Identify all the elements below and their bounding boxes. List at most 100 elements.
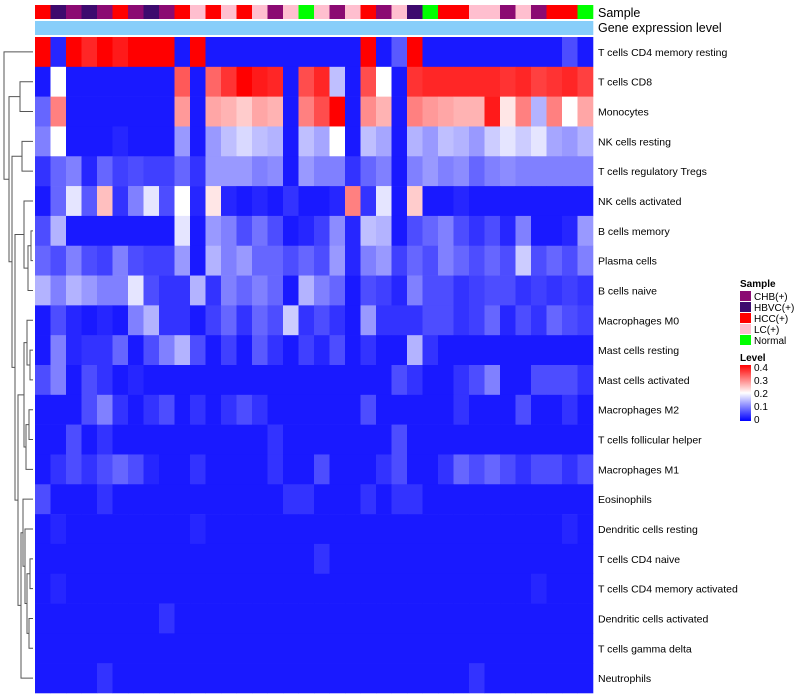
level-annotation-cell	[267, 21, 284, 35]
heatmap-cell	[128, 573, 144, 604]
heatmap-cell	[407, 96, 423, 127]
sample-annotation-cell	[407, 5, 423, 19]
heatmap-cell	[205, 543, 222, 575]
sample-annotation-cell	[267, 5, 284, 19]
level-annotation-cell	[407, 21, 423, 35]
heatmap-cell	[407, 275, 423, 306]
heatmap-cell	[360, 305, 377, 336]
heatmap-cell	[407, 335, 423, 366]
heatmap-cell	[531, 156, 547, 187]
heatmap-cell	[190, 66, 206, 97]
heatmap-cell	[159, 633, 175, 664]
heatmap-cell	[314, 424, 330, 455]
heatmap-cell	[453, 156, 470, 187]
heatmap-cell	[360, 37, 377, 68]
heatmap-cell	[407, 305, 423, 336]
sample-annotation-cell	[50, 5, 67, 19]
level-legend-tick: 0.1	[754, 402, 768, 413]
heatmap-cell	[391, 156, 408, 187]
heatmap-cell	[35, 484, 51, 515]
heatmap-cell	[267, 96, 284, 127]
heatmap-cell	[515, 573, 532, 604]
heatmap-cell	[283, 335, 299, 366]
heatmap-cell	[546, 37, 563, 68]
heatmap-cell	[283, 215, 299, 247]
heatmap-cell	[484, 663, 501, 694]
heatmap-cell	[515, 96, 532, 127]
heatmap-cell	[66, 66, 82, 97]
level-annotation-cell	[391, 21, 408, 35]
sample-annotation-cell	[314, 5, 330, 19]
level-annotation-cell	[329, 21, 346, 35]
heatmap-cell	[360, 454, 377, 485]
heatmap-cell	[236, 96, 253, 127]
heatmap-cell	[159, 484, 175, 515]
heatmap-cell	[453, 394, 470, 425]
heatmap-cell	[376, 66, 392, 97]
heatmap-cell	[577, 305, 594, 336]
heatmap-cell	[298, 186, 315, 217]
heatmap-cell	[221, 275, 237, 306]
heatmap-cell	[453, 96, 470, 127]
heatmap-cell	[128, 603, 144, 634]
heatmap-cell	[252, 573, 268, 604]
heatmap-cell	[500, 603, 516, 634]
heatmap-cell	[314, 275, 330, 306]
heatmap-cell	[376, 633, 392, 664]
heatmap-cell	[438, 305, 454, 336]
heatmap-cell	[267, 424, 284, 455]
heatmap-cell	[546, 424, 563, 455]
heatmap-cell	[546, 603, 563, 634]
heatmap-cell	[66, 126, 82, 157]
heatmap-cell	[267, 186, 284, 217]
heatmap-cell	[376, 335, 392, 366]
row-label: Macrophages M1	[598, 464, 679, 476]
level-annotation-cell	[50, 21, 67, 35]
heatmap-cell	[298, 96, 315, 127]
heatmap-cell	[546, 514, 563, 545]
heatmap-cell	[267, 484, 284, 515]
heatmap-cell	[252, 126, 268, 157]
heatmap-cell	[35, 305, 51, 336]
heatmap-cell	[159, 454, 175, 485]
heatmap-cell	[422, 66, 439, 97]
heatmap-cell	[50, 215, 67, 247]
heatmap-cell	[376, 543, 392, 575]
heatmap-cell	[500, 275, 516, 306]
heatmap-cell	[438, 394, 454, 425]
heatmap-cell	[329, 514, 346, 545]
heatmap-cell	[376, 305, 392, 336]
heatmap-cell	[500, 335, 516, 366]
heatmap-cell	[128, 275, 144, 306]
heatmap-cell	[345, 514, 361, 545]
heatmap-cell	[376, 454, 392, 485]
heatmap-cell	[562, 96, 578, 127]
sample-annotation-cell	[298, 5, 315, 19]
sample-legend: Sample CHB(+)HBVC(+)HCC(+)LC(+)Normal	[740, 279, 794, 347]
heatmap-cell	[531, 603, 547, 634]
heatmap-cell	[391, 186, 408, 217]
heatmap-cell	[221, 424, 237, 455]
heatmap-cell	[531, 245, 547, 276]
heatmap-cell	[422, 514, 439, 545]
heatmap-cell	[531, 335, 547, 366]
heatmap-cell	[453, 543, 470, 575]
heatmap-cell	[159, 37, 175, 68]
heatmap-cell	[422, 573, 439, 604]
heatmap-cell	[159, 186, 175, 217]
sample-annotation-cell	[422, 5, 439, 19]
heatmap-cell	[422, 454, 439, 485]
heatmap-cell	[66, 543, 82, 575]
row-label: Mast cells activated	[598, 375, 690, 387]
heatmap-cell	[453, 514, 470, 545]
heatmap-cell	[112, 126, 129, 157]
heatmap-cell	[329, 663, 346, 694]
heatmap-cell	[391, 633, 408, 664]
heatmap-cell	[143, 245, 160, 276]
heatmap-cell	[97, 543, 113, 575]
heatmap-cell	[50, 573, 67, 604]
heatmap-cell	[515, 66, 532, 97]
heatmap-cell	[50, 663, 67, 694]
heatmap-cell	[546, 573, 563, 604]
heatmap-cell	[407, 126, 423, 157]
